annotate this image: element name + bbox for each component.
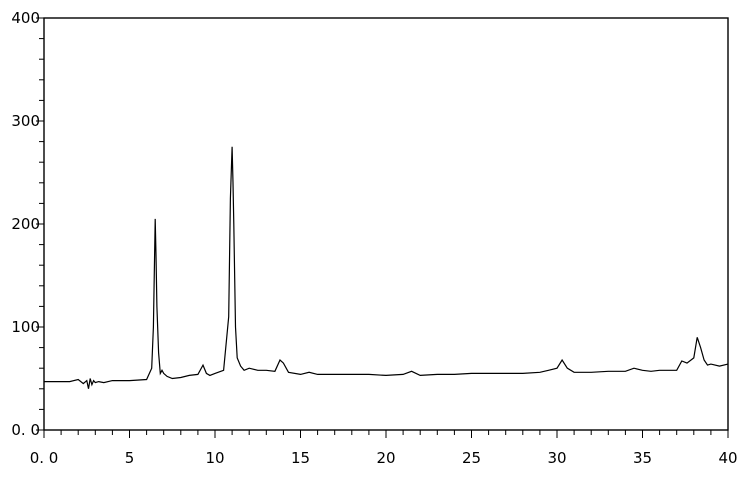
y-tick-label: 200	[11, 215, 40, 233]
ticks	[36, 17, 729, 438]
x-tick-label: 15	[291, 449, 310, 467]
x-tick-label: 35	[633, 449, 652, 467]
series-line	[44, 146, 729, 389]
y-tick-label: 400	[11, 9, 40, 27]
x-tick-label: 40	[718, 449, 737, 467]
tick-labels: 0. 0 5 10 15 20 25 30 35 40 0. 0 100 200 300 400	[11, 9, 737, 467]
y-tick-label: 0. 0	[11, 421, 40, 439]
x-tick-label: 30	[547, 449, 566, 467]
x-tick-label: 0. 0	[30, 449, 59, 467]
x-tick-label: 20	[376, 449, 395, 467]
x-tick-label: 25	[462, 449, 481, 467]
axes	[43, 17, 729, 431]
x-tick-label: 5	[125, 449, 135, 467]
y-tick-label: 300	[11, 112, 40, 130]
plot-frame	[43, 17, 729, 431]
y-tick-label: 100	[11, 318, 40, 336]
plot-area	[44, 146, 729, 389]
x-tick-label: 10	[205, 449, 224, 467]
